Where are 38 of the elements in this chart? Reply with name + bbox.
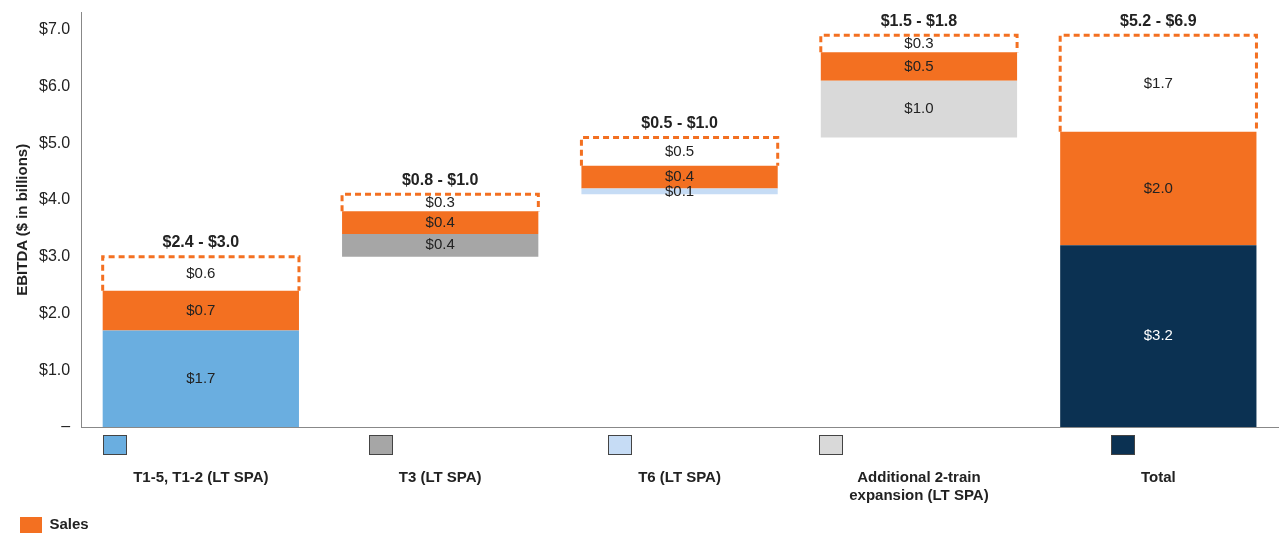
data-label: $0.5 — [904, 56, 934, 74]
y-tick-label: $4.0 — [39, 190, 71, 208]
total-label: $0.5 - $1.0 — [641, 113, 718, 131]
data-label: $0.4 — [425, 212, 455, 230]
total-label: $2.4 - $3.0 — [162, 233, 240, 251]
total-label: $5.2 - $6.9 — [1120, 11, 1197, 29]
bar — [1060, 245, 1257, 427]
total-label: $0.8 - $1.0 — [401, 170, 479, 188]
y-axis-title: EBITDA ($ in billions) — [13, 143, 31, 296]
y-tick-label: $3.0 — [39, 247, 71, 265]
data-label: $1.7 — [1143, 73, 1173, 91]
y-tick-label: $7.0 — [39, 20, 71, 38]
data-label: $0.4 — [664, 167, 695, 185]
bar — [102, 330, 299, 427]
data-label: $1.0 — [904, 99, 934, 117]
x-tick-label: Total — [1140, 468, 1176, 486]
y-tick-label: $5.0 — [39, 133, 71, 151]
data-label: $1.7 — [186, 368, 216, 386]
x-tick-label: T3 (LT SPA) — [398, 468, 482, 486]
y-tick-label: $2.0 — [39, 303, 71, 321]
data-label: $0.4 — [425, 235, 455, 253]
data-label: $2.0 — [1143, 178, 1173, 196]
y-tick-label: $6.0 — [39, 76, 71, 94]
data-label: $0.5 — [664, 141, 695, 159]
y-tick-label: – — [61, 417, 71, 435]
x-tick-label: Additional 2-train expansion (LT SPA) — [849, 468, 989, 504]
bar — [820, 80, 1018, 138]
data-label: $3.2 — [1143, 326, 1173, 344]
data-label: $0.6 — [186, 263, 216, 281]
data-label: $0.3 — [904, 33, 934, 51]
x-tick-label: T1-5, T1-2 (LT SPA) — [133, 468, 269, 486]
data-label: $0.3 — [425, 192, 455, 210]
data-label: $0.7 — [186, 300, 216, 318]
y-tick-label: $1.0 — [39, 360, 71, 378]
total-label: $1.5 - $1.8 — [880, 11, 958, 29]
bar — [342, 233, 539, 257]
x-tick-label: T6 (LT SPA) — [638, 468, 721, 486]
legend-label: Sales — [49, 515, 89, 533]
